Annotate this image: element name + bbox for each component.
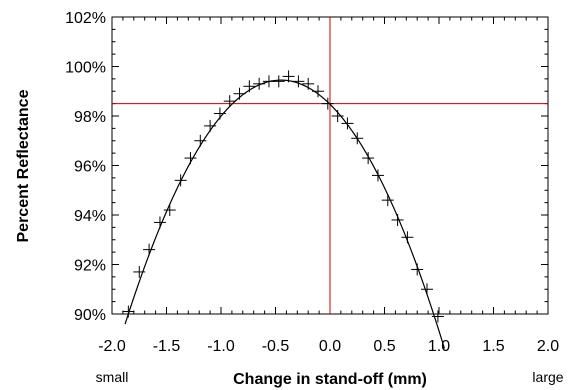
data-point [223,95,236,108]
x-tick-label: -2.0 [98,338,126,355]
data-point [302,77,315,90]
data-point [292,75,305,88]
data-point [153,216,166,229]
data-point [341,117,354,130]
y-tick-label: 98% [74,109,106,126]
x-tick-label: 1.0 [428,338,450,355]
data-point [133,265,146,278]
data-point [401,231,414,244]
x-tick-label: 0.0 [319,338,341,355]
tick-labels: -2.0 -1.5 -1.0 -0.5 0.0 0.5 1.0 1.5 2.0 90% 92% 94%… [65,10,559,355]
data-point [233,87,246,100]
x-axis-title: Change in stand-off (mm) [233,371,427,388]
data-point [143,243,156,256]
y-tick-label: 94% [74,208,106,225]
data-point [184,152,197,165]
x-axis-left-note: small [96,369,129,385]
x-tick-label: 2.0 [537,338,559,355]
data-point [213,107,226,120]
x-tick-label: 0.5 [373,338,395,355]
data-point [282,70,295,83]
data-point [204,119,217,132]
y-tick-label: 102% [65,10,106,27]
data-point [163,204,176,217]
x-tick-label: -0.5 [262,338,290,355]
data-points [122,70,444,323]
data-point [362,152,375,165]
y-axis-title: Percent Reflectance [15,89,32,242]
y-tick-label: 96% [74,159,106,176]
data-point [321,97,334,110]
data-point [253,77,266,90]
data-point [371,169,384,182]
data-point [122,305,135,318]
data-point [431,310,444,323]
data-point [331,110,344,122]
y-tick-label: 90% [74,307,106,324]
data-point [351,132,364,145]
data-point [272,75,285,88]
y-tick-label: 100% [65,60,106,77]
fit-curve [124,79,446,349]
data-point [391,213,404,226]
x-tick-label: 1.5 [482,338,504,355]
fit-curve-layer [124,79,446,349]
x-tick-label: -1.5 [153,338,181,355]
y-tick-label: 92% [74,258,106,275]
data-point [411,263,424,276]
x-tick-label: -1.0 [207,338,235,355]
data-point [381,194,394,207]
data-point [194,134,207,147]
data-point [174,174,187,187]
data-point [421,283,434,296]
data-point [243,80,256,93]
data-point [312,85,325,98]
x-axis-right-note: large [532,369,563,385]
